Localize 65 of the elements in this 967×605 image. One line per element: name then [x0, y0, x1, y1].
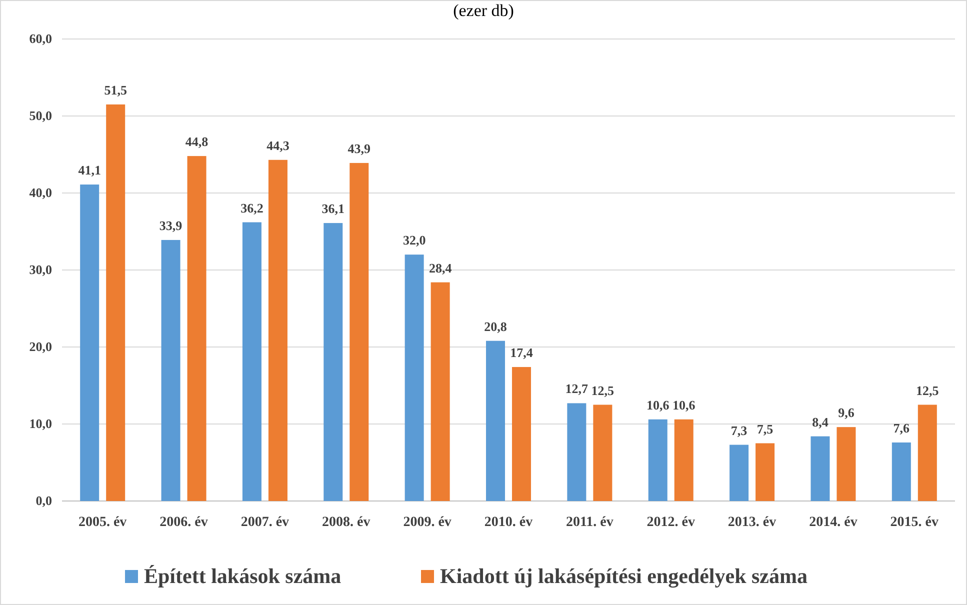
y-tick-label: 50,0 — [29, 108, 52, 123]
x-tick-label: 2011. év — [566, 515, 614, 530]
x-tick-label: 2013. év — [728, 515, 776, 530]
bar — [730, 444, 749, 501]
data-label: 12,5 — [916, 382, 940, 398]
data-label: 8,4 — [812, 414, 829, 430]
data-label: 7,5 — [756, 421, 774, 436]
x-tick-label: 2015. év — [890, 515, 939, 530]
x-tick-label: 2005. év — [78, 515, 127, 530]
legend-label: Kiadott új lakásépítési engedélyek száma — [440, 564, 808, 588]
y-tick-label: 40,0 — [29, 185, 52, 200]
y-tick-label: 10,0 — [29, 416, 52, 431]
data-label: 17,4 — [510, 345, 534, 360]
data-label: 43,9 — [348, 140, 372, 156]
bar — [648, 419, 668, 501]
bar — [187, 156, 206, 501]
data-label: 44,3 — [266, 138, 290, 153]
bar — [350, 162, 369, 501]
bar — [430, 282, 450, 501]
bar — [242, 222, 262, 501]
bar — [674, 419, 694, 501]
legend-label: Épített lakások száma — [144, 564, 342, 588]
data-label: 7,3 — [730, 422, 748, 438]
y-tick-label: 0,0 — [36, 493, 52, 508]
x-tick-label: 2014. év — [809, 515, 858, 530]
x-tick-label: 2012. év — [646, 515, 695, 530]
x-tick-label: 2006. év — [160, 515, 208, 530]
data-label: 10,6 — [646, 397, 670, 412]
bar — [324, 223, 343, 501]
data-label: 7,6 — [893, 420, 910, 436]
bar — [268, 160, 288, 501]
bar — [161, 240, 180, 501]
data-label: 12,7 — [565, 381, 589, 396]
bar — [918, 404, 937, 501]
data-label: 32,0 — [402, 232, 426, 248]
bar — [80, 184, 100, 501]
data-label: 36,1 — [322, 201, 345, 216]
data-label: 33,9 — [159, 218, 183, 233]
bar — [756, 443, 775, 501]
bar — [892, 442, 911, 501]
data-label: 51,5 — [104, 82, 128, 98]
bar — [404, 254, 424, 501]
chart-title: (ezer db) — [453, 1, 514, 20]
data-label: 36,2 — [240, 200, 264, 216]
data-label: 20,8 — [484, 318, 508, 334]
x-tick-label: 2009. év — [403, 515, 452, 530]
bar — [567, 403, 586, 501]
bar — [512, 367, 531, 501]
bar — [836, 427, 856, 501]
data-label: 10,6 — [672, 397, 696, 412]
data-label: 41,1 — [78, 162, 101, 178]
x-tick-label: 2007. év — [240, 515, 290, 530]
y-tick-label: 60,0 — [29, 31, 52, 46]
data-label: 9,6 — [838, 405, 855, 420]
x-tick-label: 2008. év — [322, 515, 370, 530]
bar — [593, 404, 612, 501]
y-tick-label: 30,0 — [29, 262, 52, 277]
bar — [486, 340, 505, 501]
bar — [810, 436, 830, 501]
data-label: 12,5 — [591, 382, 615, 398]
data-label: 44,8 — [185, 134, 209, 150]
x-tick-label: 2010. év — [484, 515, 533, 530]
y-tick-label: 20,0 — [29, 339, 52, 354]
bar — [106, 104, 126, 501]
data-label: 28,4 — [428, 260, 452, 276]
